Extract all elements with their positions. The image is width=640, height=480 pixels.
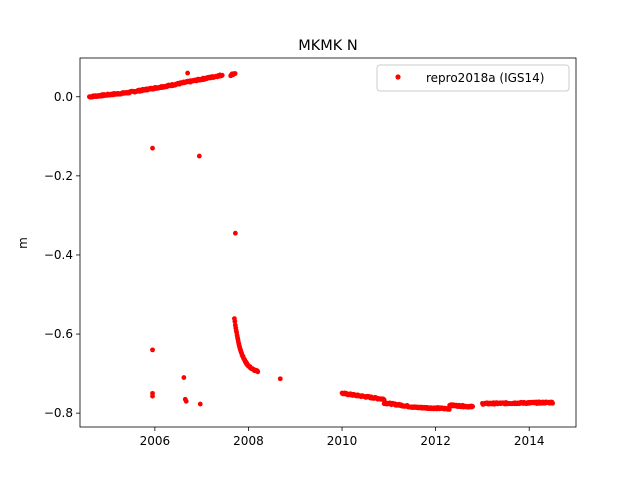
x-tick-label: 2014 [514, 434, 545, 448]
x-tick-label: 2012 [420, 434, 451, 448]
y-tick-label: 0.0 [54, 90, 73, 104]
y-tick-label: −0.6 [44, 327, 73, 341]
data-point [277, 376, 283, 382]
plot-frame [79, 57, 577, 428]
legend: repro2018a (IGS14) [376, 64, 570, 92]
data-point [150, 393, 155, 399]
y-axis: 0.0 −0.2 −0.4 −0.6 −0.8 [44, 90, 80, 420]
data-point [185, 70, 191, 76]
data-point [150, 145, 155, 151]
x-axis: 2006 2008 2010 2012 2014 [140, 427, 545, 448]
plot-area [80, 58, 576, 427]
data-point [232, 230, 238, 236]
data-point [183, 398, 189, 404]
x-tick-label: 2006 [140, 434, 171, 448]
legend-box [376, 64, 570, 92]
data-point [470, 404, 476, 409]
x-tick-label: 2010 [327, 434, 358, 448]
y-tick-label: −0.8 [44, 406, 73, 420]
data-point [232, 319, 238, 324]
y-tick-label: −0.2 [44, 169, 73, 183]
data-points [86, 70, 555, 412]
data-point [255, 369, 261, 375]
legend-label: repro2018a (IGS14) [426, 71, 544, 85]
data-point [196, 153, 202, 159]
data-point [150, 347, 155, 353]
data-point [197, 401, 203, 407]
data-point [232, 71, 238, 76]
y-axis-label: m [16, 237, 30, 249]
data-point [550, 400, 555, 406]
y-tick-label: −0.4 [44, 248, 73, 262]
x-tick-label: 2008 [233, 434, 264, 448]
data-point [219, 72, 225, 78]
legend-marker [395, 74, 401, 80]
chart-title: MKMK N [298, 38, 358, 54]
data-point [181, 375, 187, 380]
